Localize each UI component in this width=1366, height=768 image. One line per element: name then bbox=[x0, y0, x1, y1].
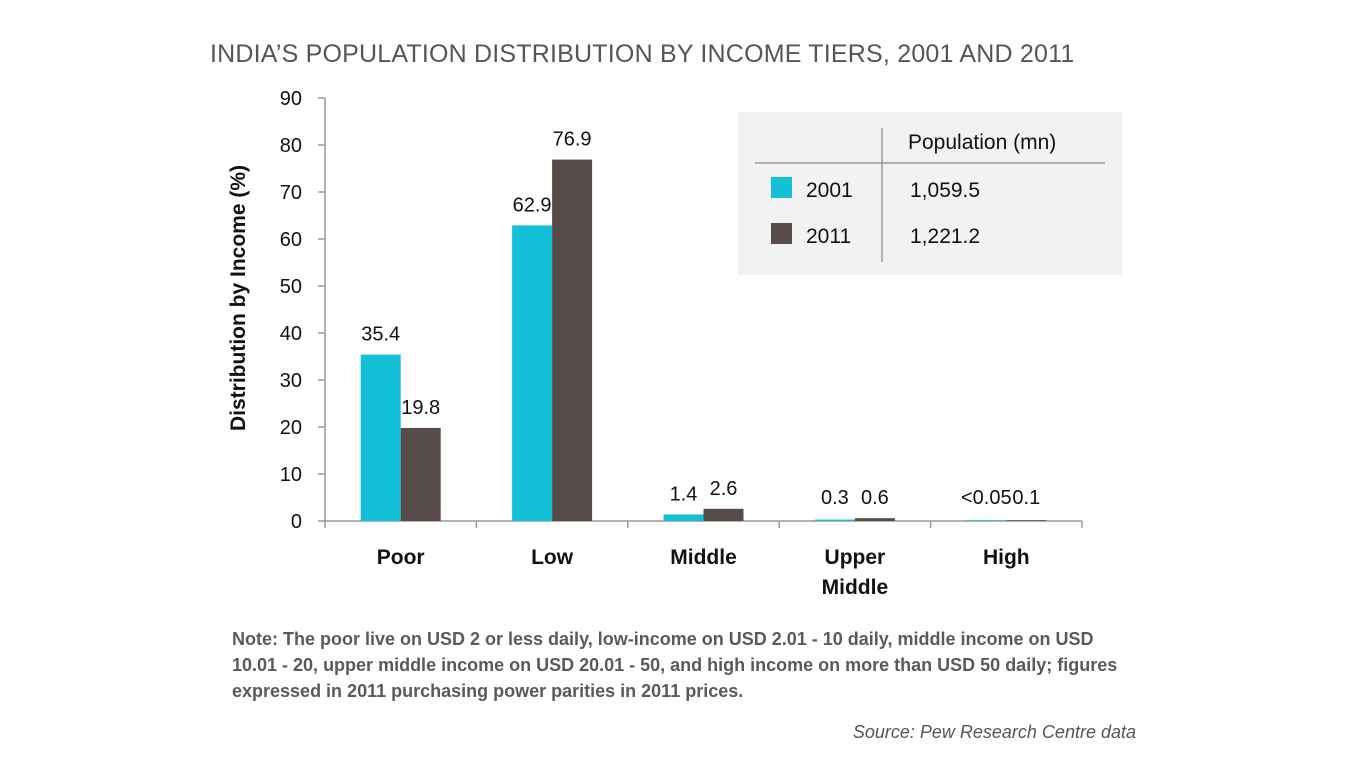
bar-2011-3 bbox=[854, 518, 895, 521]
source-credit: Source: Pew Research Centre data bbox=[852, 722, 1136, 742]
x-category-label: Poor bbox=[377, 546, 425, 569]
chart-bars bbox=[360, 159, 1047, 521]
data-label-2011-4: 0.1 bbox=[1012, 487, 1040, 509]
y-tick-label: 20 bbox=[280, 417, 302, 439]
data-label-2001-2: 1.4 bbox=[670, 483, 698, 505]
x-category-label: High bbox=[983, 546, 1030, 569]
y-tick-label: 70 bbox=[280, 182, 302, 204]
data-label-2011-0: 19.8 bbox=[401, 397, 440, 419]
chart-labels: Poor Low Middle Upper Middle High 35.4 62.9 1.4 0… bbox=[361, 129, 1040, 599]
legend-population-2001: 1,059.5 bbox=[910, 179, 980, 202]
bar-2001-2 bbox=[663, 514, 704, 521]
y-tick-label: 40 bbox=[280, 323, 302, 345]
bar-2001-4 bbox=[966, 520, 1007, 521]
y-tick-label: 50 bbox=[280, 276, 302, 298]
y-tick-label: 60 bbox=[280, 229, 302, 251]
bar-2011-1 bbox=[552, 159, 593, 521]
legend-background bbox=[738, 112, 1122, 275]
y-axis-label: Distribution by Income (%) bbox=[227, 165, 250, 431]
y-tick-label: 80 bbox=[280, 135, 302, 157]
data-label-2001-0: 35.4 bbox=[361, 324, 400, 346]
y-tick-label: 10 bbox=[280, 464, 302, 486]
x-category-label: Low bbox=[531, 546, 574, 569]
bar-2001-1 bbox=[512, 225, 553, 521]
chart-axes: 0 10 20 30 40 50 60 70 80 90 Distribution by Incom… bbox=[227, 88, 1083, 533]
bar-2001-3 bbox=[814, 519, 855, 521]
y-tick-label: 90 bbox=[280, 88, 302, 110]
data-label-2011-2: 2.6 bbox=[710, 478, 738, 500]
legend-label-2001: 2001 bbox=[806, 179, 853, 202]
y-tick-label: 0 bbox=[291, 511, 302, 533]
y-tick-label: 30 bbox=[280, 370, 302, 392]
legend-swatch-2001 bbox=[771, 177, 792, 198]
legend-population-2011: 1,221.2 bbox=[910, 225, 980, 248]
legend-swatch-2011 bbox=[771, 223, 792, 244]
bar-chart: Population (mn) 2001 1,059.5 2011 1,221.2 0 1… bbox=[227, 88, 1122, 599]
legend-label-2011: 2011 bbox=[806, 225, 851, 248]
bar-2011-4 bbox=[1006, 520, 1047, 521]
legend: Population (mn) 2001 1,059.5 2011 1,221.2 bbox=[738, 112, 1122, 275]
data-label-2001-1: 62.9 bbox=[513, 194, 552, 216]
data-label-2001-3: 0.3 bbox=[821, 487, 849, 509]
chart-title: INDIA’S POPULATION DISTRIBUTION BY INCOM… bbox=[210, 40, 1075, 68]
x-category-label: Middle bbox=[822, 576, 889, 599]
data-label-2001-4: <0.05 bbox=[961, 487, 1012, 509]
bar-2001-0 bbox=[360, 354, 401, 521]
bar-2011-0 bbox=[400, 427, 441, 521]
data-label-2011-3: 0.6 bbox=[861, 487, 889, 509]
footnote: Note: The poor live on USD 2 or less dai… bbox=[232, 629, 1118, 701]
legend-header: Population (mn) bbox=[908, 131, 1056, 154]
data-label-2011-1: 76.9 bbox=[553, 129, 592, 151]
x-category-label: Upper bbox=[825, 546, 886, 569]
bar-2011-2 bbox=[703, 508, 744, 521]
x-category-label: Middle bbox=[670, 546, 737, 569]
